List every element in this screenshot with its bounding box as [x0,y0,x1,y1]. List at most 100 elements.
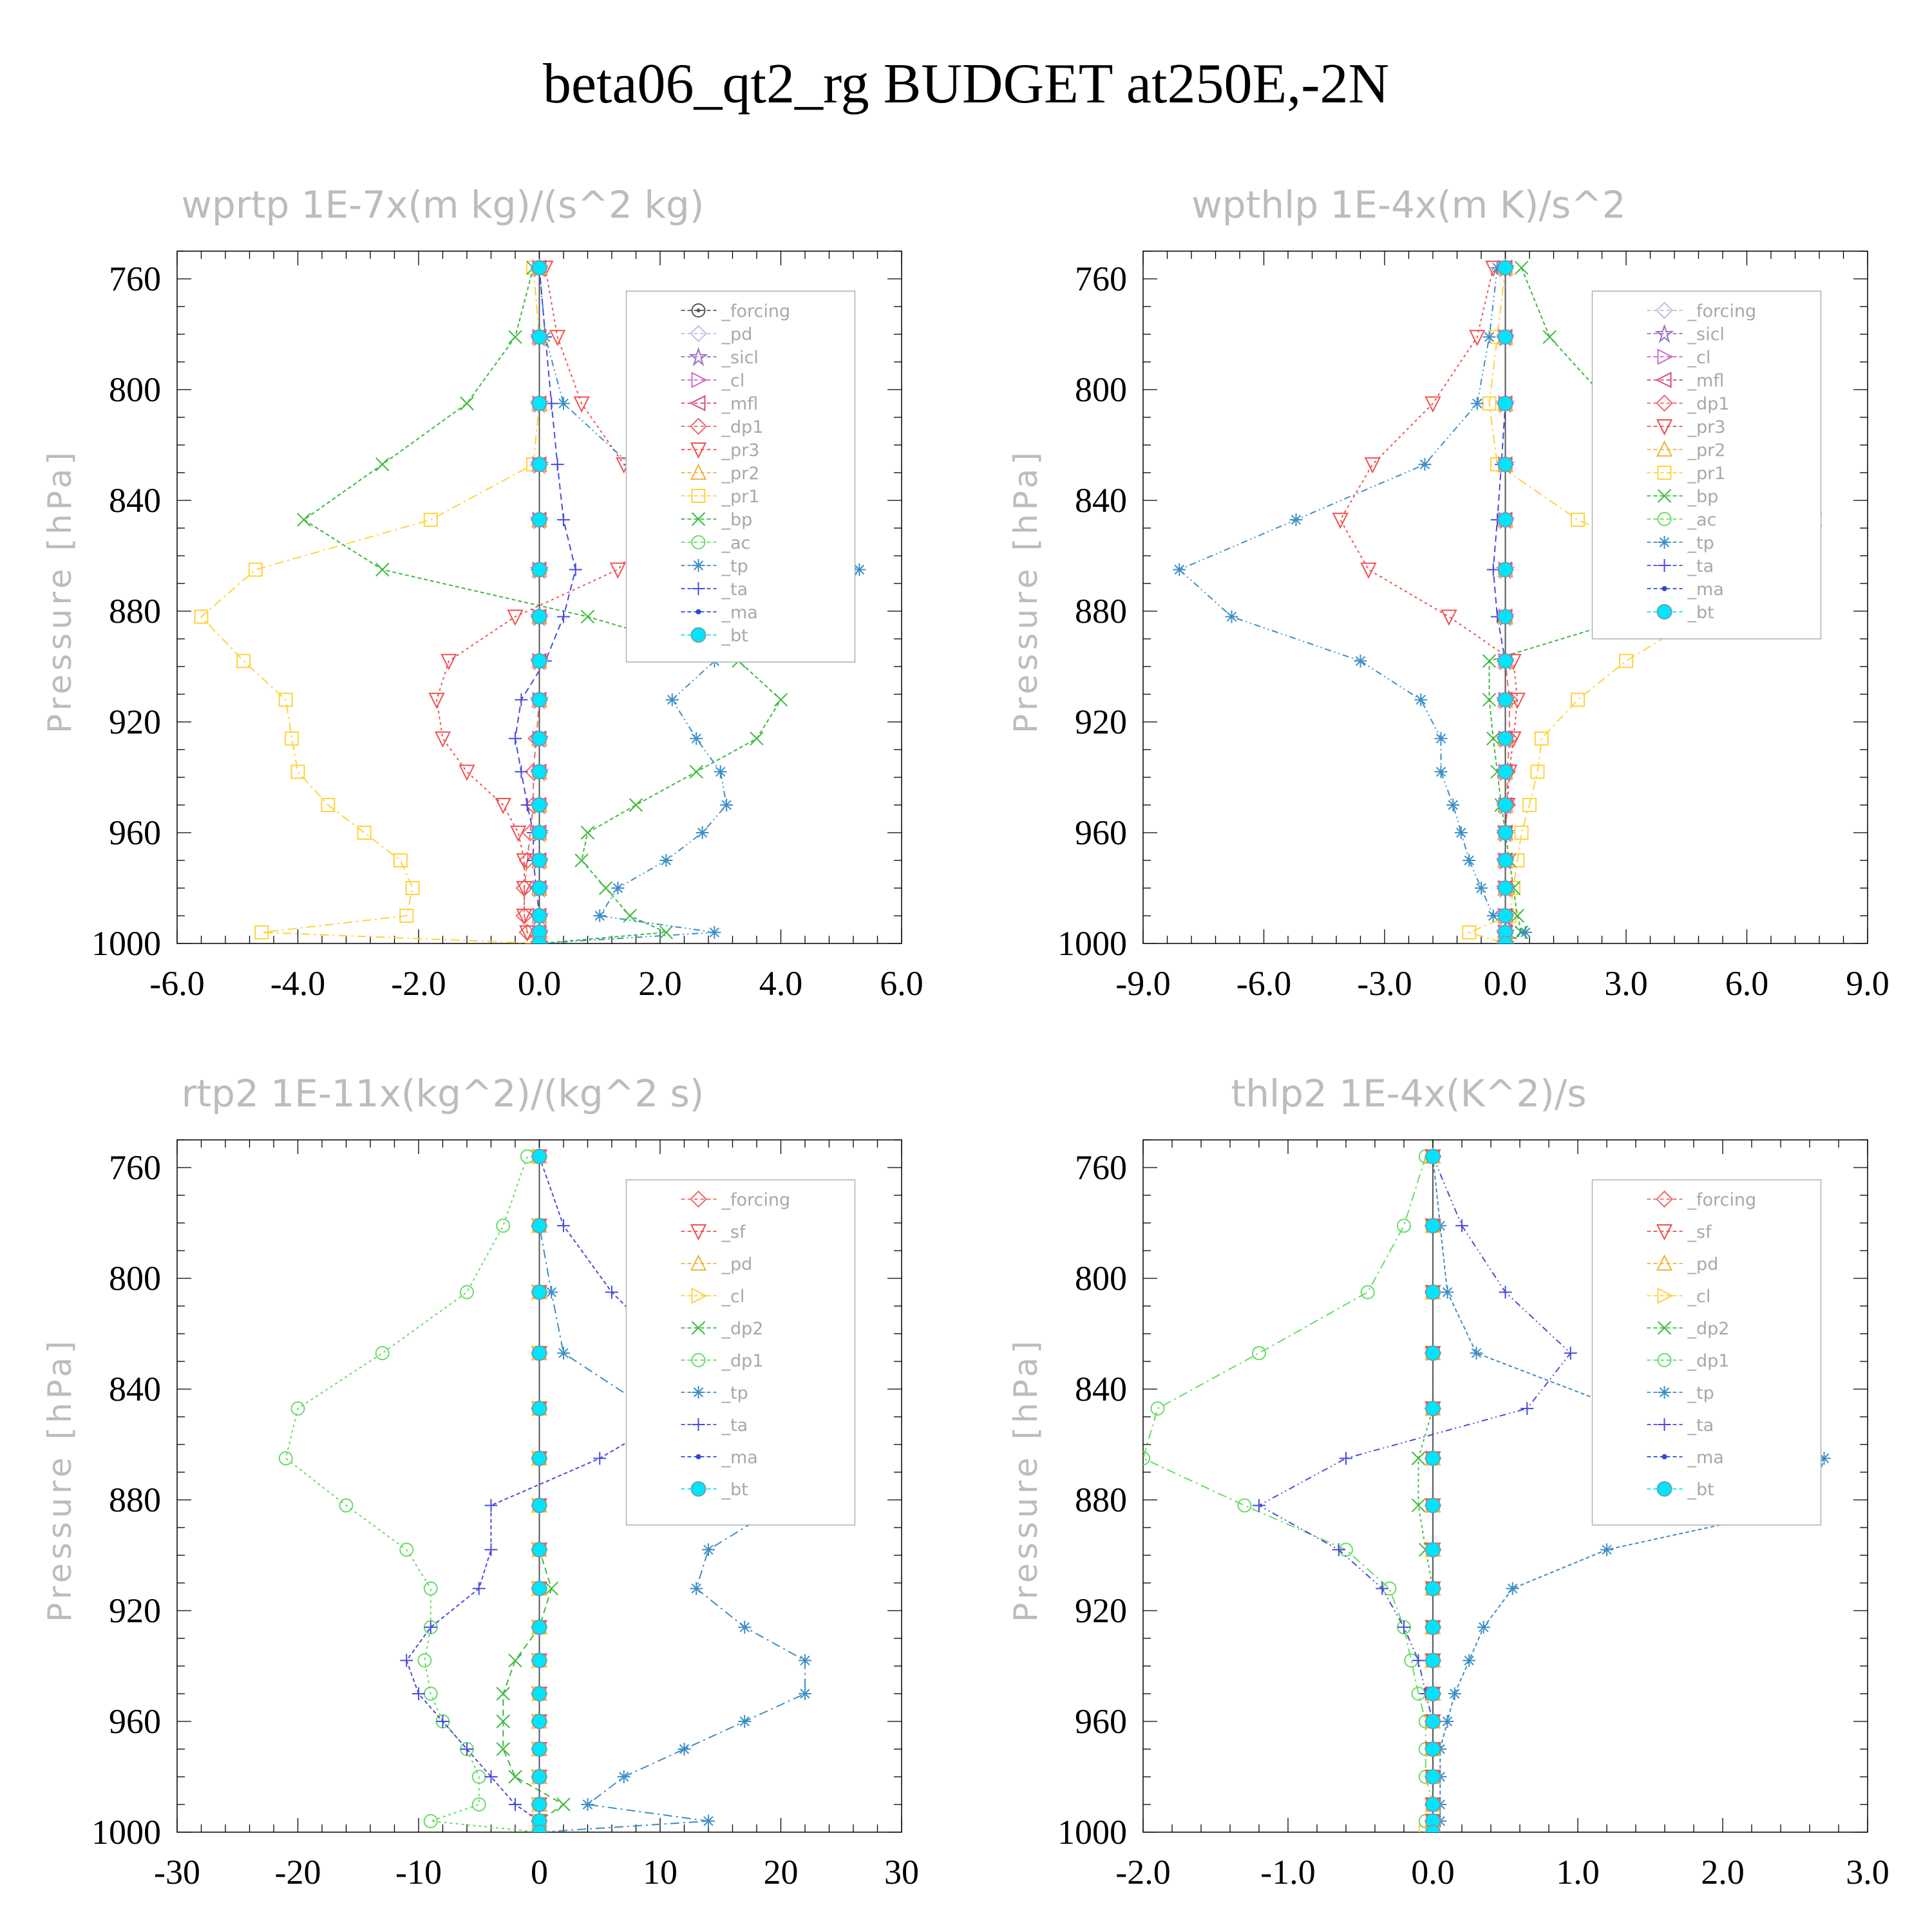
rtp2-point_bt [531,1148,547,1164]
thlp2-point_tp [1441,1715,1454,1728]
wprtp-point_pr1 [399,909,414,923]
wpthlp-series_bt [1497,260,1513,943]
wprtp-legend-label: _forcing [721,301,791,321]
wpthlp-legend-marker [1657,348,1674,365]
rtp2-legend-marker [692,1418,705,1431]
rtp2-point_bt [531,1824,547,1832]
thlp2-point_tp [1448,1687,1461,1700]
rtp2-legend-item_tp: _tp [681,1383,748,1403]
wprtp-legend-item_ac: _ac [681,533,750,553]
wpthlp-legend-label: _ma [1687,580,1724,600]
rtp2-point_ta [557,1219,570,1233]
thlp2-legend-label: _forcing [1687,1190,1757,1210]
wprtp-point_bt [531,562,547,578]
rtp2-point_dp2 [556,1797,571,1812]
wprtp-y-tick-label: 800 [109,370,161,409]
wprtp-point_pr3 [495,798,511,815]
wpthlp-point_pr3 [1360,562,1377,579]
wpthlp-point_pr3 [1509,692,1526,709]
wpthlp-point_tp [1173,563,1186,576]
wprtp-panel-title: wprtp 1E-7x(m kg)/(s^2 kg) [182,183,705,227]
wpthlp-legend-marker [1662,586,1667,591]
wpthlp-series_ta [1486,261,1512,943]
wpthlp-legend-item_sicl: _sicl [1647,323,1725,345]
wprtp-legend-item_pr1: _pr1 [681,487,759,507]
rtp2-y-tick-label: 960 [109,1702,161,1741]
thlp2-legend-item_tp: _tp [1647,1383,1714,1403]
wprtp-point_bt [531,512,547,528]
thlp2-legend-item_forcing: _forcing [1647,1190,1757,1210]
rtp2-point_tp [617,1770,630,1783]
wpthlp-legend-label: _sicl [1687,325,1725,345]
thlp2-point_tp [1463,1654,1476,1667]
wprtp-legend-item_cl: _cl [681,371,744,391]
wpthlp-point_tp [1434,732,1448,745]
wprtp-point_pr3 [507,609,524,626]
wpthlp-point_pr3 [1332,513,1349,529]
rtp2-y-tick-label: 760 [109,1148,161,1187]
rtp2-x-tick-label: -10 [395,1853,442,1891]
wprtp-series_pr1 [194,260,547,943]
wpthlp-point_tp [1225,610,1238,623]
thlp2-series_dp1 [1143,1149,1440,1832]
thlp2-point_bt [1425,1345,1441,1361]
rtp2-point_bt [531,1218,547,1234]
wpthlp-point_pr1 [1571,692,1585,707]
thlp2-legend-item_sf: _sf [1647,1222,1712,1242]
wprtp-series_ta [509,261,582,943]
wpthlp-legend-item_mfl: _mfl [1647,371,1724,391]
wpthlp-legend-item_bt: _bt [1647,603,1714,623]
wpthlp-legend-item_forcing: _forcing [1647,301,1757,321]
rtp2-point_dp2 [496,1742,510,1756]
wpthlp-legend-label: _dp1 [1687,394,1730,414]
wprtp-y-tick-label: 760 [109,260,161,298]
wprtp-legend-marker [692,582,705,595]
wprtp-legend-item_pd: _pd [681,325,752,345]
wpthlp-legend-item_bp: _bp [1647,487,1718,507]
wpthlp-point_bt [1497,562,1513,578]
wprtp-point_bt [531,764,547,780]
rtp2-legend-item_bt: _bt [681,1480,748,1500]
wprtp-point_bt [531,395,547,412]
thlp2-point_bt [1425,1284,1441,1300]
wprtp-point_pr3 [440,654,457,670]
thlp2-x-tick-label: -1.0 [1260,1853,1315,1891]
rtp2-point_bt [531,1714,547,1729]
wpthlp-legend-label: _forcing [1687,301,1757,321]
wpthlp-legend-marker [1658,536,1671,549]
thlp2-point_bt [1425,1497,1441,1513]
wprtp-point_ta [557,513,570,527]
rtp2-point_dp1 [417,1653,432,1668]
wpthlp-point_pr1 [1462,925,1477,940]
wprtp-point_tp [690,732,703,745]
wpthlp-legend-item_dp1: _dp1 [1647,394,1730,414]
wprtp-point_pr1 [194,609,209,624]
rtp2-series_dp2 [496,1150,571,1832]
wpthlp-point_bt [1497,457,1513,473]
wpthlp-point_bt [1497,764,1513,780]
panel-rtp2: rtp2 1E-11x(kg^2)/(kg^2 s) Pressure [hPa]… [0,1030,966,1932]
thlp2-legend-marker [1657,1287,1674,1304]
wprtp-legend-marker-center [696,308,701,312]
thlp2-point_tp [1477,1620,1490,1634]
wpthlp-legend-label: _pr2 [1687,440,1726,460]
wprtp-point_bt [531,936,547,943]
wprtp-point_ta [557,610,570,623]
wpthlp-legend-label: _pr1 [1687,464,1726,484]
wprtp-point_pr1 [290,764,305,779]
wpthlp-legend: _forcing _sicl _cl _mfl _dp1 _pr3 _pr2 _pr1 _bp _… [1591,290,1822,639]
wpthlp-point_tp [1482,330,1496,344]
wpthlp-x-tick-label: -6.0 [1236,964,1291,1003]
thlp2-series_bt [1425,1148,1441,1832]
wpthlp-y-tick-label: 760 [1075,260,1127,298]
wprtp-point_pr3 [516,881,533,898]
wpthlp-point_bt [1497,395,1513,412]
wprtp-point_bp [460,396,474,411]
thlp2-point_ta [1332,1543,1345,1557]
wpthlp-y-tick-label: 840 [1075,481,1127,520]
thlp2-point_ta [1455,1219,1468,1233]
rtp2-legend-label: _ma [721,1448,758,1468]
wprtp-legend-marker [691,372,708,388]
wprtp-point_pr1 [248,562,263,577]
wpthlp-point_tp [1454,826,1468,839]
